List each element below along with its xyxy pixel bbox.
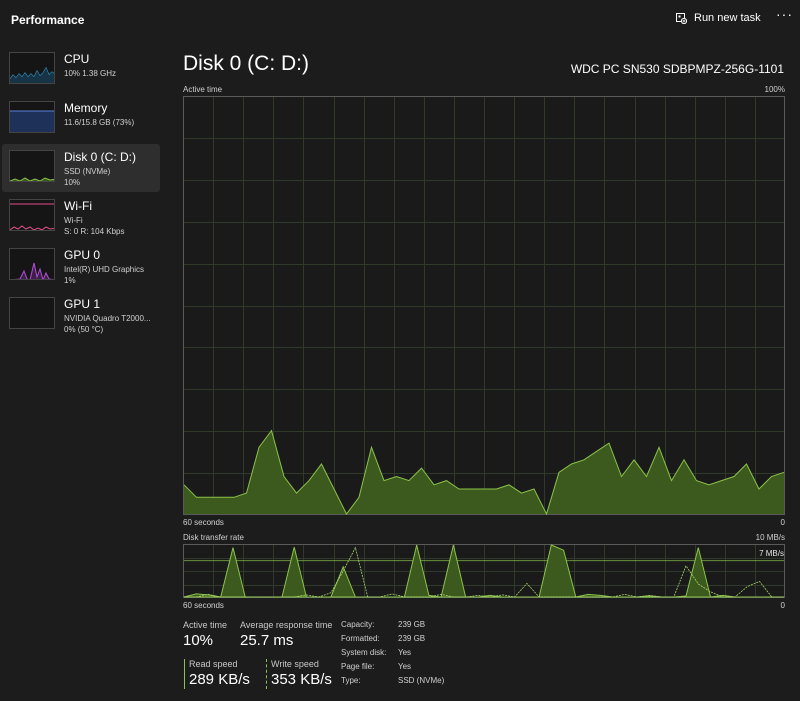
property-value: SSD (NVMe) (398, 676, 445, 685)
sidebar-item-detail: NVIDIA Quadro T2000... (64, 314, 151, 323)
sidebar-item-detail: 10% 1.38 GHz (64, 69, 117, 78)
active-time-chart-label: Active time (183, 85, 223, 94)
sidebar-item-title: GPU 0 (64, 248, 101, 262)
sidebar-item-memory[interactable]: Memory 11.6/15.8 GB (73%) (2, 95, 160, 143)
active-time-max-label: 100% (764, 85, 785, 94)
disk-thumbnail-line (10, 177, 54, 181)
property-key: Capacity: (341, 620, 375, 629)
transfer-rate-time-label: 60 seconds (183, 601, 224, 610)
avg-response-stat-label: Average response time (240, 620, 333, 630)
sidebar-item-gpu-1[interactable]: GPU 1 NVIDIA Quadro T2000... 0% (50 °C) (2, 291, 160, 339)
write-speed-accent-bar (266, 659, 267, 689)
sidebar-item-detail: 11.6/15.8 GB (73%) (64, 118, 135, 127)
more-options-button[interactable]: ··· (776, 6, 793, 22)
cpu-thumbnail-graph (9, 52, 55, 84)
title-bar: Performance Run new task ··· (0, 0, 800, 40)
transfer-read-series (183, 544, 784, 598)
active-time-area (184, 430, 784, 514)
sidebar-item-disk-0[interactable]: Disk 0 (C: D:) SSD (NVMe) 10% (2, 144, 160, 192)
disk-thumbnail-graph (9, 150, 55, 182)
gpu0-thumbnail-graph (9, 248, 55, 280)
run-task-icon (676, 12, 687, 24)
write-speed-label: Write speed (271, 659, 319, 669)
avg-response-stat-value: 25.7 ms (240, 632, 294, 649)
sidebar-item-usage: 1% (64, 276, 76, 285)
read-speed-label: Read speed (189, 659, 238, 669)
sidebar-item-detail: Wi-Fi (64, 216, 83, 225)
active-time-stat-value: 10% (183, 632, 214, 649)
transfer-rate-chart (183, 544, 785, 598)
run-new-task-label: Run new task (694, 12, 761, 24)
transfer-rate-marker-label: 7 MB/s (759, 549, 784, 558)
sidebar-item-title: GPU 1 (64, 297, 101, 311)
sidebar: CPU 10% 1.38 GHz Memory 11.6/15.8 GB (73… (0, 46, 162, 701)
wifi-thumbnail-line (10, 225, 54, 230)
write-speed-value: 353 KB/s (271, 671, 332, 688)
active-time-chart (183, 96, 785, 515)
property-key: Type: (341, 676, 361, 685)
property-key: Formatted: (341, 634, 380, 643)
disk-model: WDC PC SN530 SDBPMPZ-256G-1101 (570, 62, 784, 76)
sidebar-item-title: Memory (64, 101, 108, 115)
transfer-rate-max-label: 10 MB/s (755, 533, 785, 542)
sidebar-item-cpu[interactable]: CPU 10% 1.38 GHz (2, 46, 160, 94)
sidebar-item-title: CPU (64, 52, 90, 66)
active-time-min-label: 0 (780, 518, 785, 527)
sidebar-item-detail: SSD (NVMe) (64, 167, 111, 176)
run-new-task-button[interactable]: Run new task (676, 12, 761, 24)
property-value: 239 GB (398, 620, 426, 629)
transfer-write-series (184, 546, 784, 598)
transfer-rate-min-label: 0 (780, 601, 785, 610)
sidebar-item-title: Disk 0 (C: D:) (64, 150, 136, 164)
property-value: Yes (398, 648, 412, 657)
gpu1-thumbnail-graph (9, 297, 55, 329)
property-value: Yes (398, 662, 412, 671)
gpu0-thumbnail-line (14, 262, 53, 279)
sidebar-item-gpu-0[interactable]: GPU 0 Intel(R) UHD Graphics 1% (2, 242, 160, 290)
sidebar-item-throughput: S: 0 R: 104 Kbps (64, 227, 125, 236)
wifi-thumbnail-graph (9, 199, 55, 231)
sidebar-item-title: Wi-Fi (64, 199, 92, 213)
memory-thumbnail-graph (9, 101, 55, 133)
sidebar-item-usage: 0% (50 °C) (64, 325, 104, 334)
read-speed-accent-bar (184, 659, 185, 689)
read-speed-value: 289 KB/s (189, 671, 250, 688)
active-time-time-label: 60 seconds (183, 518, 224, 527)
property-key: Page file: (341, 662, 375, 671)
sidebar-item-detail: Intel(R) UHD Graphics (64, 265, 145, 274)
page-title: Performance (11, 13, 85, 27)
disk-title: Disk 0 (C: D:) (183, 52, 309, 75)
sidebar-item-usage: 10% (64, 178, 81, 187)
active-time-line (183, 429, 785, 515)
transfer-rate-chart-label: Disk transfer rate (183, 533, 244, 542)
property-key: System disk: (341, 648, 387, 657)
property-value: 239 GB (398, 634, 426, 643)
active-time-stat-label: Active time (183, 620, 228, 630)
sidebar-item-wifi[interactable]: Wi-Fi Wi-Fi S: 0 R: 104 Kbps (2, 193, 160, 241)
